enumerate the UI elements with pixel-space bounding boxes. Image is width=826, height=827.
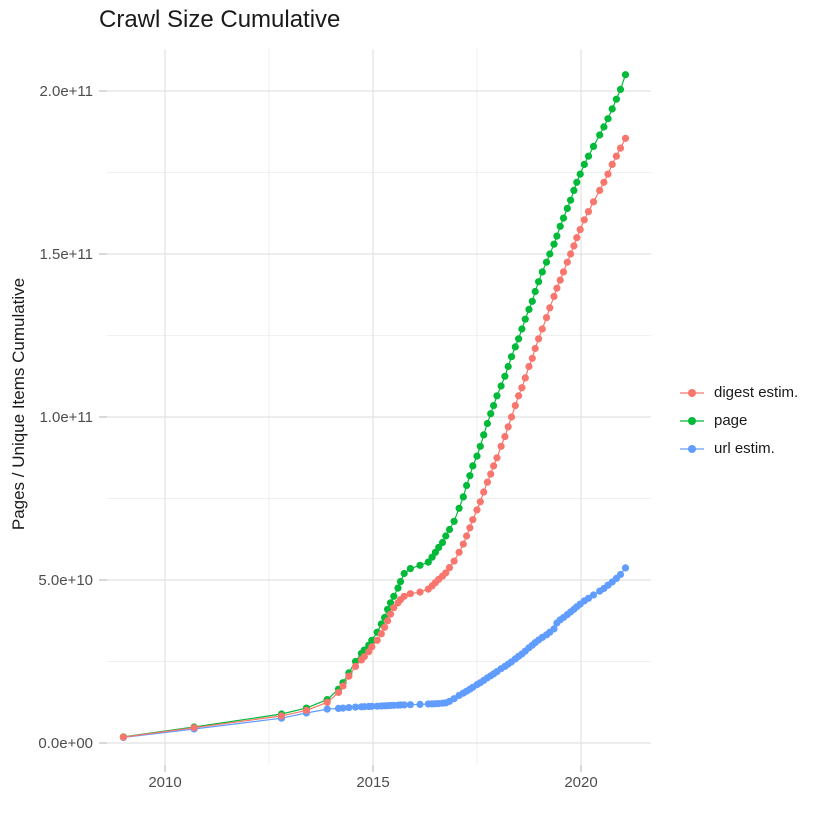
- legend-item-url-estim: url estim.: [679, 439, 798, 458]
- grid-major-lines: [107, 49, 651, 765]
- series-digest-estim: [119, 134, 630, 741]
- series-page: [119, 71, 630, 741]
- x-tick-label: 2010: [148, 774, 181, 791]
- axis-tick-marks: [99, 90, 582, 772]
- legend-item-page: page: [679, 411, 798, 430]
- y-tick-label: 1.0e+11: [39, 409, 93, 426]
- page-key-icon: [680, 416, 704, 425]
- series-url-estim: [119, 564, 630, 742]
- y-axis-tick-labels: 0.0e+00 5.0e+10 1.0e+11 1.5e+11 2.0e+11: [38, 83, 93, 752]
- url-estim-key-icon: [680, 444, 704, 453]
- legend: digest estim. page url estim.: [679, 383, 798, 458]
- x-axis-tick-labels: 2010 2015 2020: [148, 774, 597, 791]
- x-tick-label: 2015: [356, 774, 389, 791]
- y-tick-label: 1.5e+11: [39, 246, 93, 263]
- y-tick-label: 2.0e+11: [39, 83, 93, 100]
- legend-item-digest-estim: digest estim.: [679, 383, 798, 402]
- digest-estim-key-icon: [680, 388, 704, 397]
- legend-label-digest-estim: digest estim.: [714, 384, 799, 401]
- y-tick-label: 0.0e+00: [38, 735, 93, 752]
- legend-label-page: page: [714, 412, 748, 429]
- chart-title: Crawl Size Cumulative: [99, 6, 341, 33]
- x-tick-label: 2020: [564, 774, 597, 791]
- legend-label-url-estim: url estim.: [714, 440, 775, 457]
- y-tick-label: 5.0e+10: [38, 572, 93, 589]
- grid-minor-lines: [107, 49, 651, 765]
